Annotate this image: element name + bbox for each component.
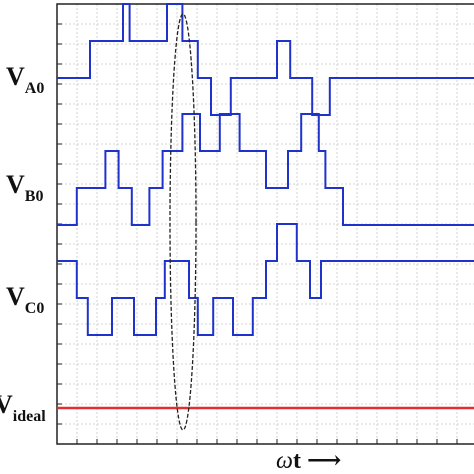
- right-arrow-icon: ⟶: [306, 448, 342, 474]
- vb0-label: VB0: [6, 170, 44, 205]
- waveform-vb0: [57, 113, 474, 226]
- waveform-vc0: [57, 223, 474, 336]
- highlight-ellipse: [169, 13, 197, 431]
- va0-label: VA0: [6, 62, 45, 97]
- waveform-va0: [57, 3, 474, 116]
- v-ideal-label: Videal: [0, 390, 46, 425]
- vc0-label: VC0: [6, 282, 45, 317]
- axis-ticks: [57, 23, 458, 444]
- omega-t-axis-label: ωt ⟶: [276, 448, 342, 474]
